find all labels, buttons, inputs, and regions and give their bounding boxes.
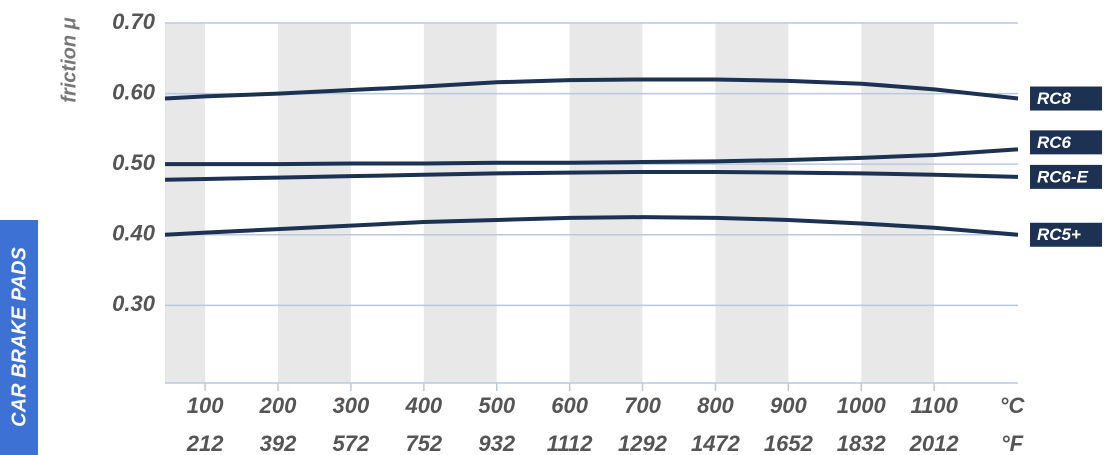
x-unit: °C: [1000, 393, 1026, 418]
side-label: CAR BRAKE PADS: [8, 247, 30, 427]
y-tick-label: 0.50: [112, 150, 156, 175]
side-label-box: [0, 220, 38, 455]
y-tick-label: 0.40: [112, 221, 156, 246]
legend-label: RC6: [1037, 133, 1072, 152]
x2-tick-label: 1472: [691, 431, 741, 455]
legend-badge: [1030, 222, 1102, 247]
band: [569, 23, 643, 383]
x2-tick-label: 212: [186, 431, 224, 455]
x-tick-label: 600: [551, 393, 588, 418]
x2-tick-label: 932: [478, 431, 515, 455]
x2-tick-label: 752: [405, 431, 442, 455]
x2-tick-label: 1832: [837, 431, 887, 455]
x-tick-label: 500: [478, 393, 515, 418]
series-line: [164, 77, 1019, 101]
band: [861, 23, 935, 383]
legend-label: RC8: [1037, 89, 1072, 108]
legend-badge: [1030, 86, 1102, 111]
band: [423, 23, 497, 383]
x-tick-label: 400: [404, 393, 442, 418]
band: [165, 23, 206, 383]
y-tick-label: 0.30: [112, 291, 156, 316]
x-tick-label: 800: [697, 393, 734, 418]
x-tick-label: 1000: [837, 393, 887, 418]
x2-tick-label: 1292: [618, 431, 668, 455]
x2-unit: °F: [1001, 431, 1024, 455]
band: [715, 23, 789, 383]
x-tick-label: 300: [333, 393, 370, 418]
x2-tick-label: 1112: [547, 431, 593, 455]
x2-tick-label: 2012: [909, 431, 960, 455]
x2-tick-label: 1652: [764, 431, 814, 455]
series-line: [164, 215, 1019, 237]
x-tick-label: 100: [187, 393, 224, 418]
band: [278, 23, 351, 383]
series-line: [165, 147, 1019, 167]
x-tick-label: 1100: [911, 393, 959, 418]
legend-label: RC6-E: [1037, 167, 1089, 186]
x-tick-label: 900: [770, 393, 807, 418]
series-line: [164, 169, 1019, 182]
y-axis-label: friction μ: [58, 17, 80, 102]
legend-badge: [1030, 130, 1102, 155]
x-tick-label: 700: [624, 393, 661, 418]
legend-label: RC5+: [1037, 225, 1081, 244]
legend-badge: [1030, 164, 1102, 189]
x2-tick-label: 392: [260, 431, 297, 455]
y-tick-label: 0.60: [112, 79, 156, 104]
y-tick-label: 0.70: [112, 9, 156, 34]
x2-tick-label: 572: [333, 431, 370, 455]
x-tick-label: 200: [259, 393, 297, 418]
